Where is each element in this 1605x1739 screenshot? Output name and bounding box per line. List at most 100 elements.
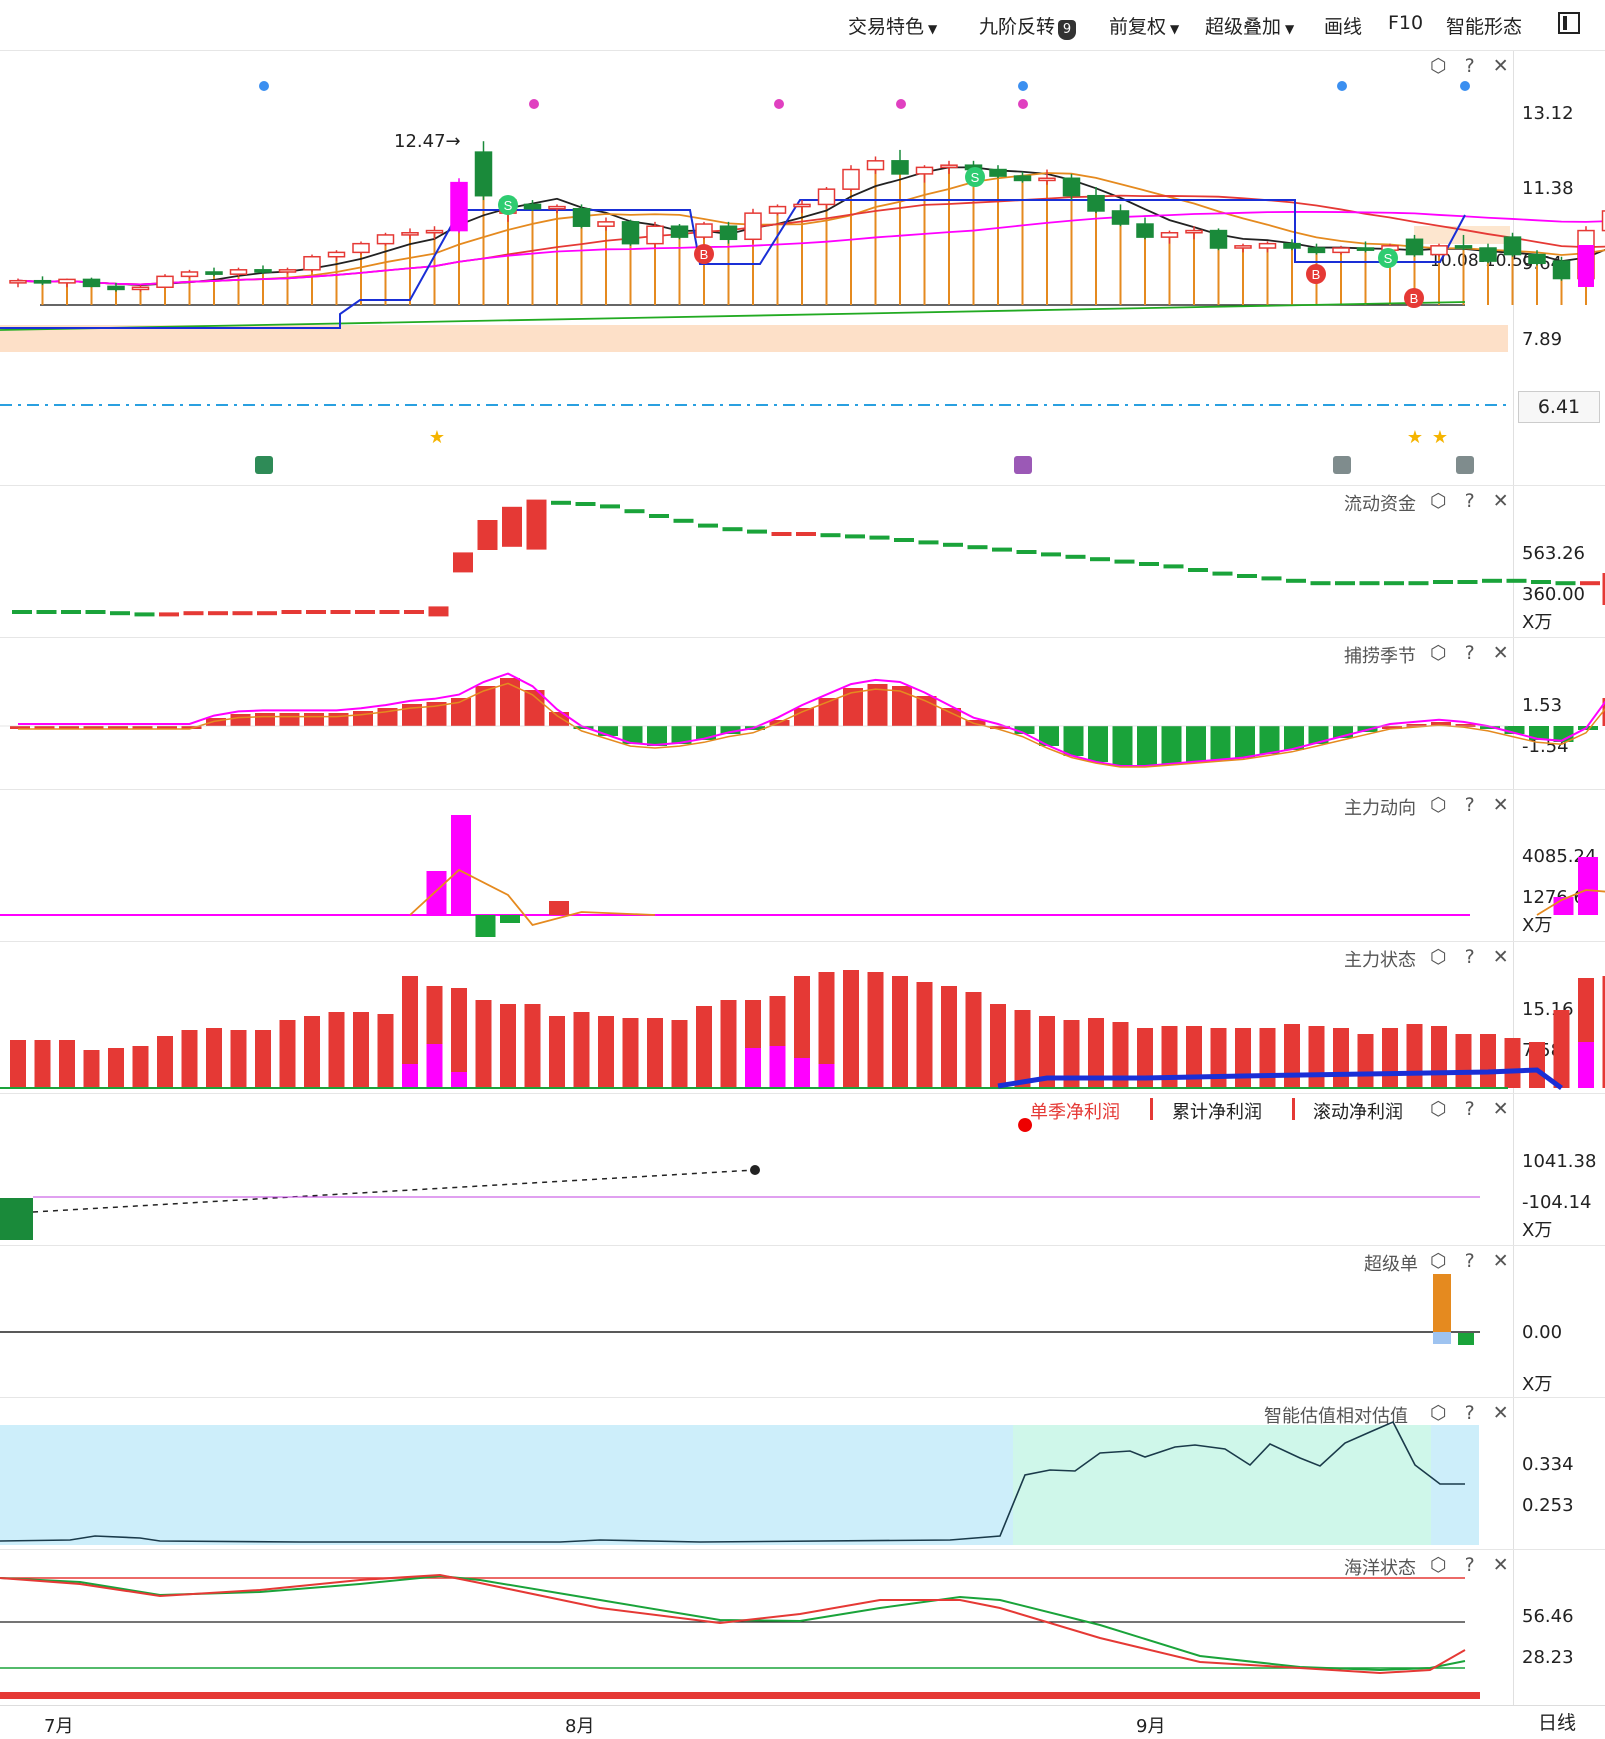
state-bar — [696, 1006, 712, 1088]
candle-body — [1505, 237, 1521, 254]
star-icon: ★ — [1432, 427, 1448, 448]
candle-body — [819, 189, 835, 204]
flow-bar — [355, 610, 375, 614]
candle-body — [304, 257, 320, 270]
state-bar — [941, 986, 957, 1088]
candle-body — [1015, 176, 1031, 180]
state-bar — [280, 1020, 296, 1088]
state-bar — [917, 982, 933, 1088]
candle-body — [206, 272, 222, 274]
candle-body — [108, 286, 124, 289]
signal-dot-icon — [896, 99, 906, 109]
main-dir-bar — [427, 871, 447, 915]
ocean-bottom-bar — [0, 1692, 1480, 1699]
flow-bar — [331, 610, 351, 614]
candle-body — [353, 244, 369, 253]
candle-body — [647, 226, 663, 243]
buy-signal-text: B — [1410, 291, 1419, 306]
candle-body — [84, 279, 100, 286]
candle-body — [133, 287, 149, 289]
state-bar-highlight — [451, 1072, 467, 1088]
flow-bar — [502, 507, 522, 547]
signal-dot-icon — [1460, 81, 1470, 91]
state-bar — [35, 1040, 51, 1088]
candle-body — [157, 276, 173, 287]
candle-body — [10, 281, 26, 283]
candle-body — [451, 183, 467, 231]
candle-body — [1456, 246, 1472, 248]
state-bar — [990, 1004, 1006, 1088]
signal-dot-icon — [259, 81, 269, 91]
flow-bar — [674, 519, 694, 523]
state-bar — [966, 992, 982, 1088]
catch-bar — [647, 726, 667, 746]
flow-bar — [576, 502, 596, 506]
candle-body — [574, 209, 590, 226]
candle-body — [623, 222, 639, 244]
state-bar — [59, 1040, 75, 1088]
state-bar-highlight — [794, 1058, 810, 1088]
catch-bar — [476, 686, 496, 726]
state-bar — [476, 1000, 492, 1088]
flow-bar — [478, 520, 498, 550]
candle-body — [843, 170, 859, 190]
flow-bar — [772, 532, 792, 536]
catch-bar — [1088, 726, 1108, 762]
candle-body — [745, 213, 761, 239]
signal-dot-icon — [529, 99, 539, 109]
candle-body — [378, 235, 394, 244]
candle-body — [892, 161, 908, 174]
flow-bar — [1213, 572, 1233, 576]
state-bar — [1456, 1034, 1472, 1088]
candle-body — [794, 204, 810, 206]
overlay-badge-icon — [1014, 456, 1032, 474]
super-bar-small — [1458, 1333, 1474, 1345]
state-bar — [157, 1036, 173, 1088]
flow-bar — [1433, 580, 1453, 584]
flow-bar — [110, 611, 130, 615]
state-bar — [182, 1030, 198, 1088]
candle-body — [1211, 231, 1227, 248]
flow-bar — [1017, 550, 1037, 554]
flow-bar — [894, 538, 914, 542]
state-bar — [1358, 1034, 1374, 1088]
candle-body — [941, 165, 957, 167]
candle-body — [1064, 178, 1080, 195]
state-bar — [1015, 1010, 1031, 1088]
main-dir-bar — [1578, 857, 1598, 915]
valuation-zone-low — [0, 1425, 1013, 1545]
candle-body — [1284, 244, 1300, 248]
flow-bar — [1458, 580, 1478, 584]
state-bar-highlight — [402, 1064, 418, 1088]
flow-bar — [723, 527, 743, 531]
flow-bar — [12, 610, 32, 614]
state-bar — [133, 1046, 149, 1088]
valuation-zone-end — [1431, 1425, 1479, 1545]
flow-bar — [135, 612, 155, 616]
candle-body — [721, 226, 737, 239]
candle-body — [476, 152, 492, 196]
catch-bar — [1113, 726, 1133, 766]
catch-bar — [329, 713, 349, 726]
profit-point — [750, 1165, 760, 1175]
state-bar-highlight — [745, 1048, 761, 1088]
candle-body-highlight — [1578, 245, 1594, 287]
candle-body — [1039, 178, 1055, 180]
candle-body — [1235, 246, 1251, 248]
flow-bar — [1115, 560, 1135, 564]
candle-body — [1260, 244, 1276, 248]
candle-body — [59, 279, 75, 282]
state-bar — [525, 1004, 541, 1088]
flow-bar — [1164, 564, 1184, 568]
candle-body — [231, 270, 247, 274]
flow-bar — [453, 552, 473, 572]
flow-bar — [1262, 576, 1282, 580]
candle-body — [770, 207, 786, 214]
flow-bar — [821, 533, 841, 537]
flow-bar — [870, 536, 890, 540]
state-bar — [868, 972, 884, 1088]
state-bar — [353, 1012, 369, 1088]
profit-bar — [0, 1198, 33, 1240]
state-bar — [1333, 1028, 1349, 1088]
